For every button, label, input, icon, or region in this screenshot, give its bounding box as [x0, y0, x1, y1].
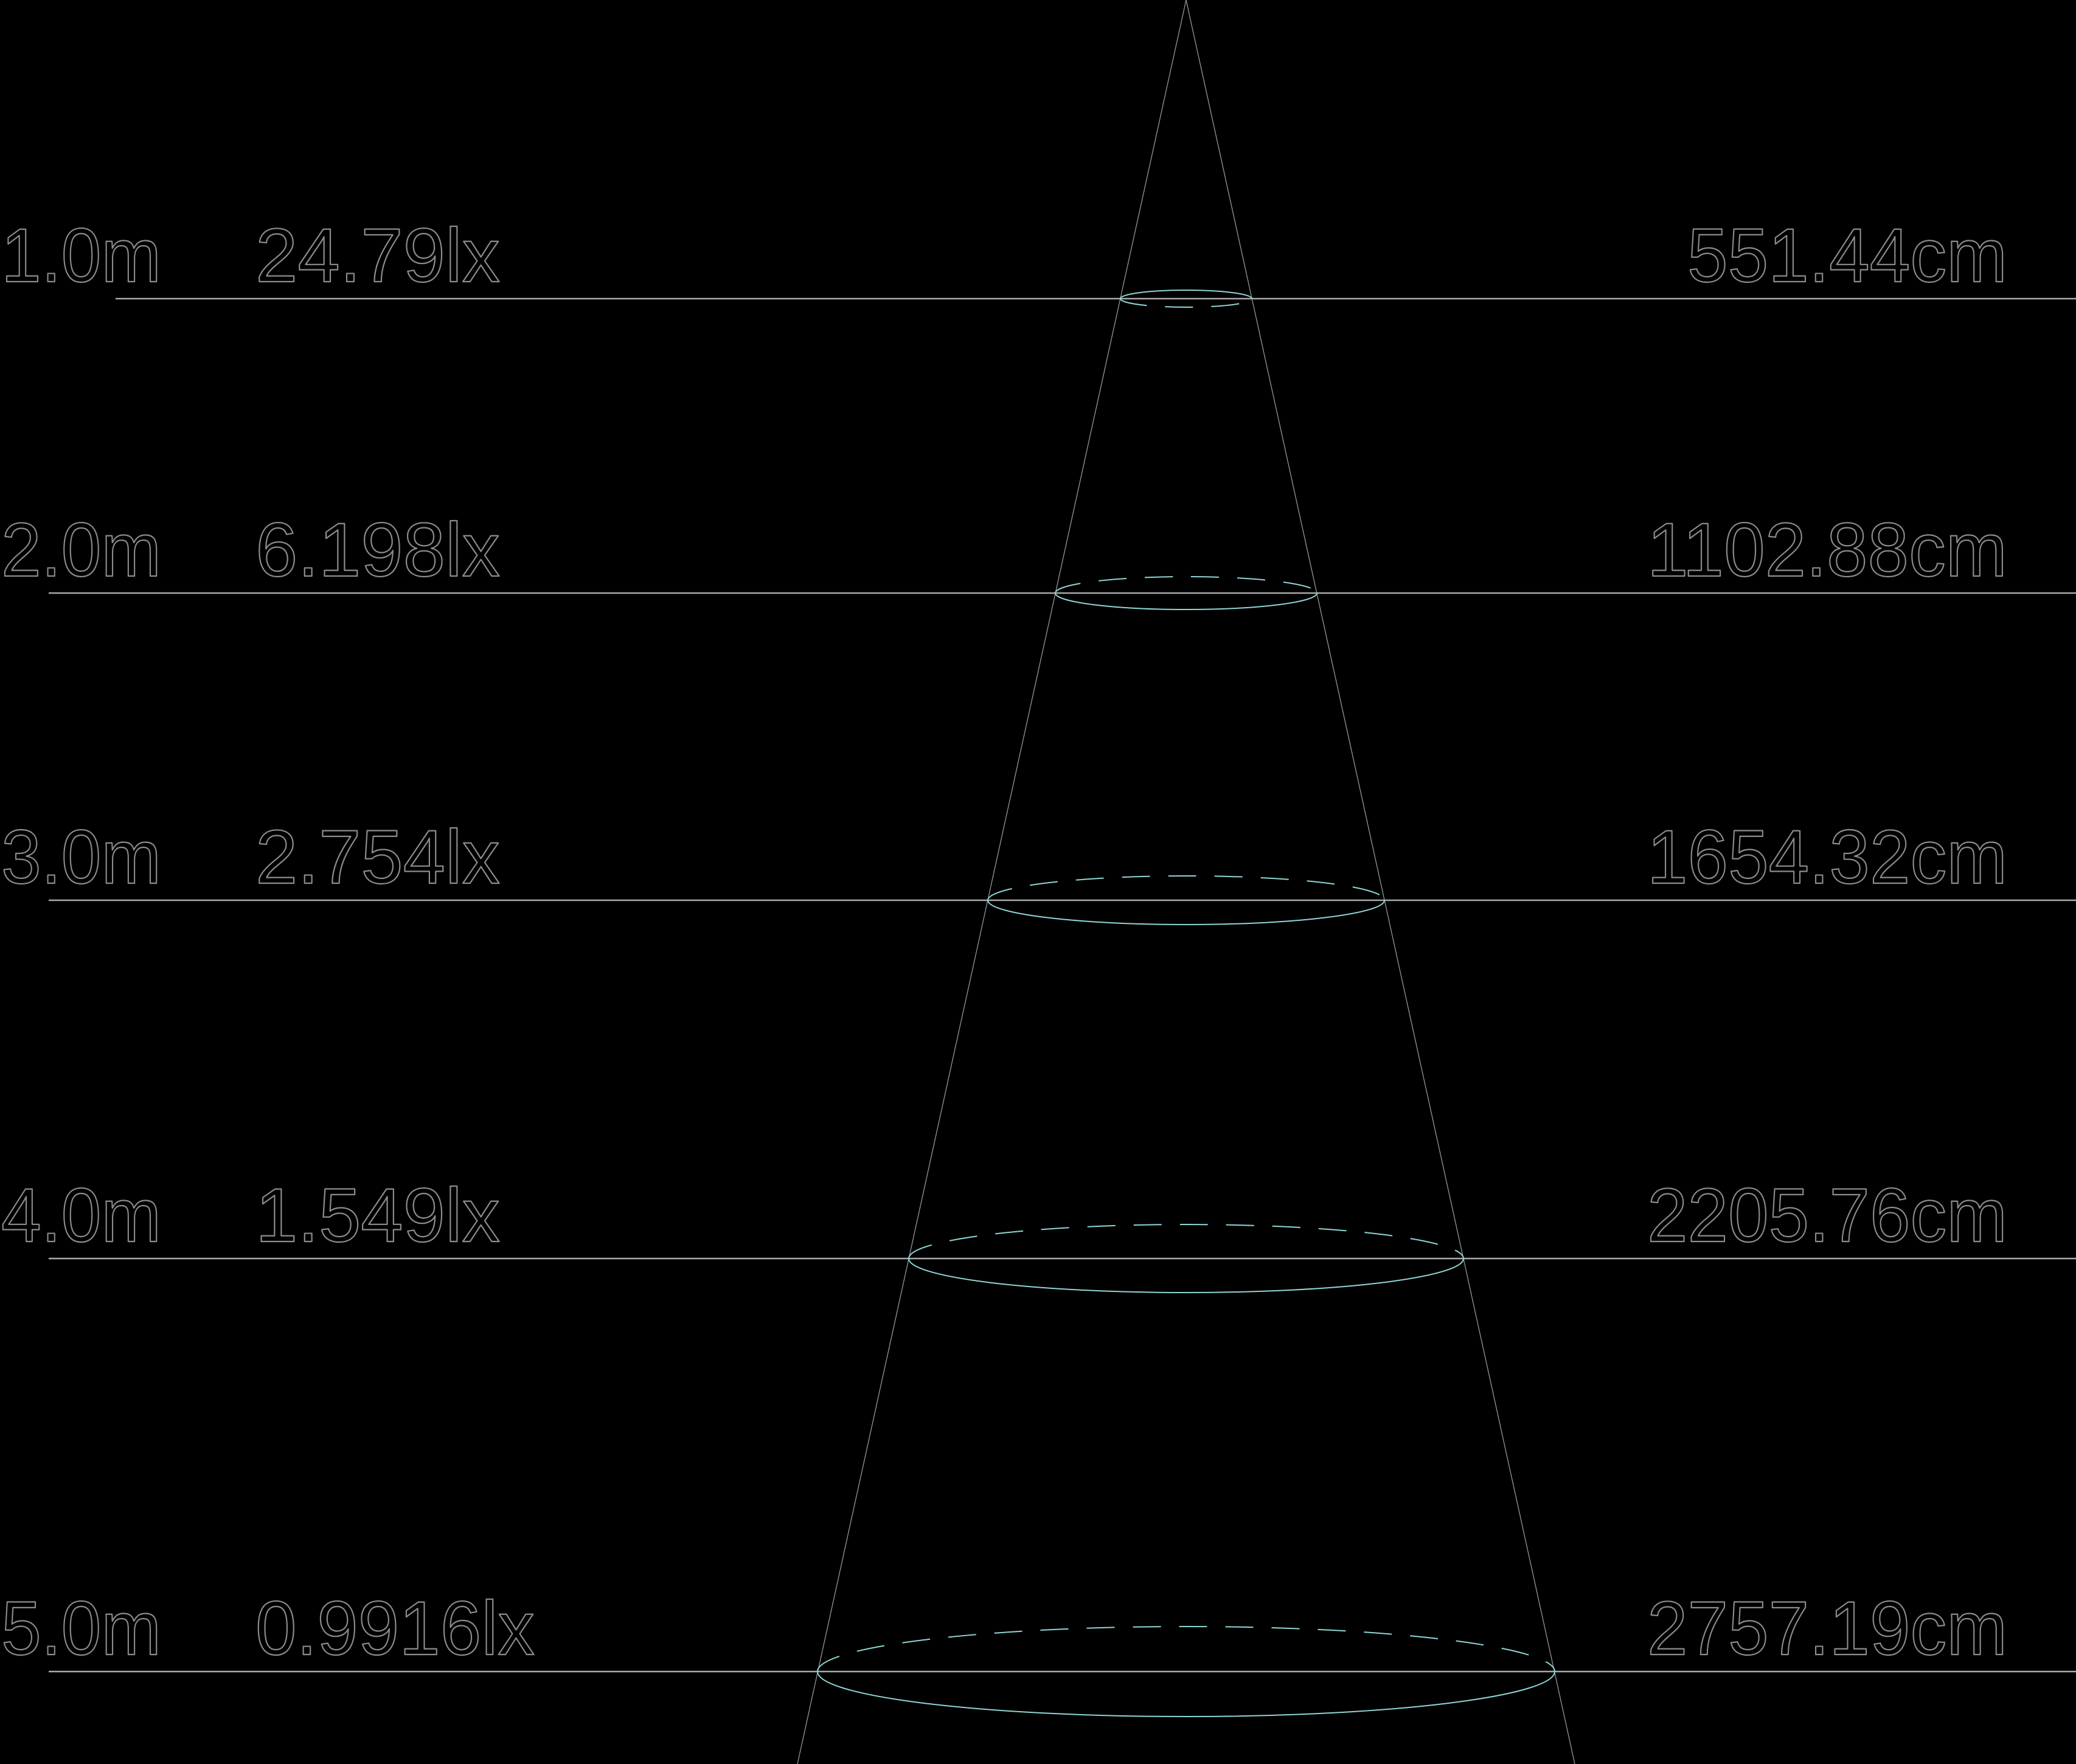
cone-edge-left [797, 0, 1187, 1764]
distance-label: 5.0m [1, 1586, 161, 1671]
beam-ellipse-front-arc [987, 900, 1385, 925]
illuminance-label: 1.549lx [255, 1173, 500, 1258]
beam-ellipse-back-arc [987, 875, 1385, 901]
diameter-label: 551.44cm [1687, 214, 2007, 298]
cone-edge-right [1186, 0, 1575, 1764]
diameter-label: 2757.19cm [1647, 1586, 2007, 1671]
level-row: 3.0m 2.754lx 1654.32cm [1, 814, 2076, 925]
distance-label: 4.0m [1, 1173, 161, 1258]
illuminance-label: 0.9916lx [255, 1586, 535, 1671]
illuminance-label: 6.198lx [255, 508, 500, 592]
level-row: 2.0m 6.198lx 1102.88cm [1, 507, 2076, 610]
level-row: 5.0m 0.9916lx 2757.19cm [1, 1586, 2076, 1717]
level-row: 4.0m 1.549lx 2205.76cm [1, 1173, 2076, 1293]
beam-ellipse-front-arc [908, 1258, 1464, 1293]
illuminance-label: 2.754lx [255, 815, 500, 900]
beam-ellipse-back-arc [908, 1224, 1464, 1259]
beam-ellipse-back-arc [1055, 576, 1317, 594]
beam-ellipse-back-arc [817, 1626, 1555, 1672]
beam-ellipse-front-arc [1055, 592, 1317, 610]
distance-label: 1.0m [1, 214, 161, 298]
level-row: 1.0m 24.79lx 551.44cm [1, 213, 2076, 308]
beam-ellipse-back-arc [1120, 290, 1252, 299]
diameter-label: 1102.88cm [1647, 508, 2007, 592]
beam-ellipse-front-arc [817, 1671, 1555, 1717]
distance-label: 2.0m [1, 508, 161, 592]
illuminance-label: 24.79lx [255, 214, 500, 298]
distance-label: 3.0m [1, 815, 161, 900]
diameter-label: 1654.32cm [1647, 815, 2007, 900]
beam-ellipse-front-arc [1120, 298, 1252, 308]
diameter-label: 2205.76cm [1647, 1173, 2007, 1258]
